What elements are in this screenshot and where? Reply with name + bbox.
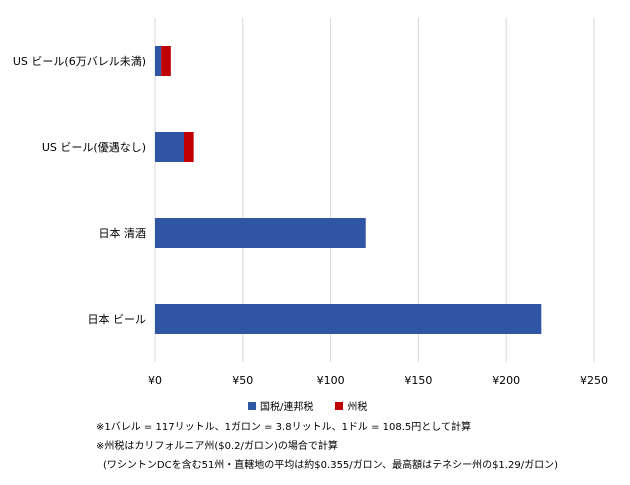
bars bbox=[155, 46, 542, 334]
legend: 国税/連邦税 州税 bbox=[248, 398, 367, 413]
legend-swatch-federal bbox=[248, 401, 256, 410]
category-label: US ビール(優遇なし) bbox=[42, 141, 146, 154]
bar-state-tax bbox=[183, 132, 194, 162]
bar-federal-tax bbox=[155, 218, 366, 248]
x-tick-label: ¥200 bbox=[492, 374, 520, 387]
legend-label-state: 州税 bbox=[347, 402, 368, 413]
bar-federal-tax bbox=[155, 46, 162, 76]
legend-item-state: 州税 bbox=[335, 398, 367, 413]
footnote-state-tax: ※州税はカリフォルニア州($0.2/ガロン)の場合で計算 bbox=[96, 441, 338, 452]
bar-federal-tax bbox=[155, 304, 542, 334]
x-tick-label: ¥0 bbox=[148, 374, 162, 387]
x-tick-label: ¥100 bbox=[317, 374, 345, 387]
legend-label-federal: 国税/連邦税 bbox=[260, 402, 314, 413]
x-tick-label: ¥250 bbox=[580, 374, 608, 387]
x-tick-label: ¥150 bbox=[404, 374, 432, 387]
bar-state-tax bbox=[161, 46, 171, 76]
x-tick-label: ¥50 bbox=[232, 374, 253, 387]
legend-item-federal: 国税/連邦税 bbox=[248, 398, 313, 413]
bar-federal-tax bbox=[155, 132, 184, 162]
category-label: 日本 清酒 bbox=[99, 226, 147, 240]
footnote-conversion: ※1バレル = 117リットル、1ガロン = 3.8リットル、1ドル = 108… bbox=[96, 422, 471, 433]
category-label: US ビール(6万バレル未満) bbox=[13, 55, 146, 68]
footnote-average: (ワシントンDCを含む51州・直轄地の平均は約$0.355/ガロン、最高額はテネ… bbox=[103, 460, 558, 471]
legend-swatch-state bbox=[335, 401, 344, 410]
footnotes: ※1バレル = 117リットル、1ガロン = 3.8リットル、1ドル = 108… bbox=[96, 418, 558, 475]
x-tick-labels: ¥0 ¥50 ¥100 ¥150 ¥200 ¥250 bbox=[148, 374, 608, 387]
category-label: 日本 ビール bbox=[88, 312, 147, 326]
